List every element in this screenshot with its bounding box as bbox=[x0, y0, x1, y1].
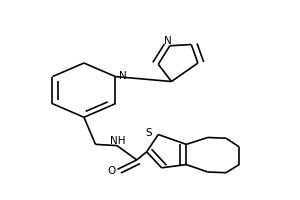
Text: N: N bbox=[119, 71, 127, 81]
Text: S: S bbox=[145, 128, 152, 138]
Text: O: O bbox=[108, 166, 116, 176]
Text: N: N bbox=[164, 36, 172, 46]
Text: NH: NH bbox=[110, 136, 125, 146]
